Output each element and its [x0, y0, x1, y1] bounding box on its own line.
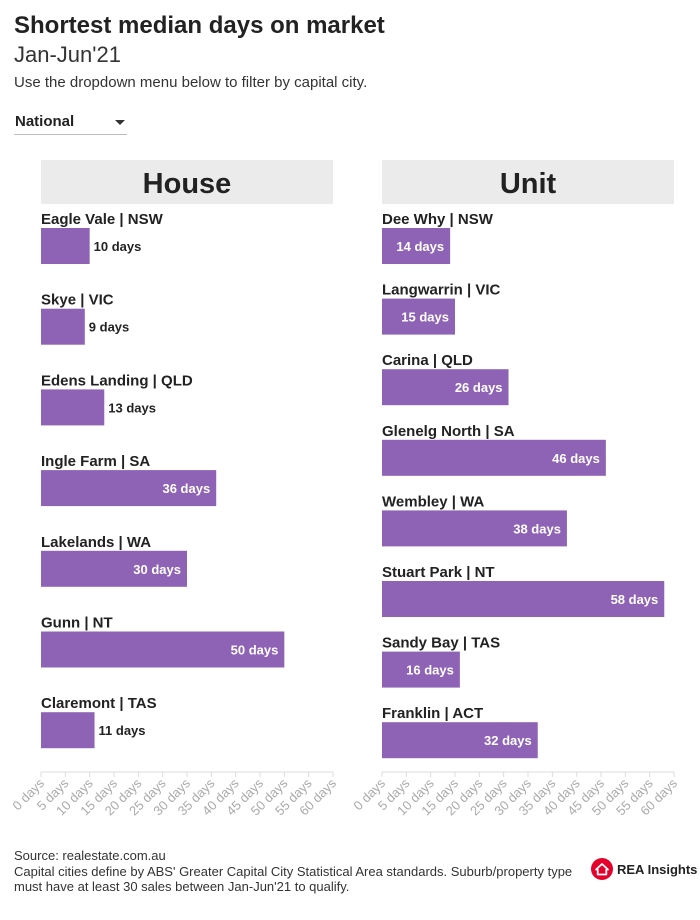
- logo-text: REA Insights: [617, 861, 698, 877]
- house-bar: [41, 631, 285, 668]
- house-value-label: 9 days: [89, 320, 129, 335]
- house-category-label: Ingle Farm | SA: [41, 453, 150, 470]
- house-category-label: Skye | VIC: [41, 292, 114, 309]
- house-value-label: 10 days: [94, 239, 142, 254]
- unit-category-label: Glenelg North | SA: [382, 423, 515, 440]
- unit-bar: [382, 510, 567, 547]
- unit-bar: [382, 651, 460, 688]
- footer: Source: realestate.com.au Capital cities…: [14, 848, 594, 895]
- methodology-note: Capital cities define by ABS' Greater Ca…: [14, 863, 573, 895]
- unit-category-label: Langwarrin | VIC: [382, 282, 501, 299]
- unit-value-label: 15 days: [401, 310, 449, 325]
- unit-value-label: 58 days: [611, 592, 659, 607]
- unit-bar: [382, 439, 606, 476]
- unit-panel-header: [382, 160, 674, 204]
- chevron-down-icon: [115, 120, 125, 125]
- house-value-label: 50 days: [231, 643, 279, 658]
- rea-insights-logo: REA Insights: [591, 856, 697, 882]
- unit-bar: [382, 581, 665, 617]
- house-bar: [41, 228, 90, 264]
- unit-category-label: Dee Why | NSW: [382, 211, 494, 228]
- house-value-label: 30 days: [133, 562, 181, 577]
- house-category-label: Lakelands | WA: [41, 534, 151, 551]
- unit-bar: [382, 722, 538, 759]
- house-panel-header: [41, 160, 333, 204]
- unit-value-label: 16 days: [406, 663, 454, 678]
- house-value-label: 11 days: [99, 723, 146, 738]
- chart-title: Shortest median days on market: [14, 12, 385, 39]
- chart-description: Use the dropdown menu below to filter by…: [14, 74, 368, 91]
- dropdown-selected-value: National: [15, 113, 75, 130]
- unit-value-label: 14 days: [396, 239, 444, 254]
- source-note: Source: realestate.com.au: [14, 848, 166, 863]
- unit-bar: [382, 298, 455, 335]
- house-value-label: 13 days: [108, 400, 156, 415]
- unit-category-label: Stuart Park | NT: [382, 564, 495, 581]
- house-category-label: Eagle Vale | NSW: [41, 211, 164, 228]
- unit-bar: [382, 369, 509, 406]
- chart-subtitle: Jan-Jun'21: [14, 42, 121, 67]
- charts-area: House Eagle Vale | NSW 10 days Skye | VIC 9 …: [9, 160, 680, 818]
- house-bar: [41, 308, 85, 345]
- house-category-label: Claremont | TAS: [41, 695, 157, 712]
- unit-category-label: Wembley | WA: [382, 493, 484, 510]
- unit-category-label: Sandy Bay | TAS: [382, 635, 500, 652]
- house-category-label: Edens Landing | QLD: [41, 372, 193, 389]
- house-category-label: Gunn | NT: [41, 615, 113, 632]
- unit-value-label: 46 days: [552, 451, 600, 466]
- house-icon: [591, 858, 613, 880]
- house-bar: [41, 550, 187, 587]
- house-panel-title: House: [143, 168, 232, 200]
- house-bar: [41, 712, 95, 749]
- unit-bar: [382, 228, 451, 264]
- unit-category-label: Carina | QLD: [382, 352, 473, 369]
- unit-panel-title: Unit: [500, 168, 557, 200]
- unit-value-label: 26 days: [455, 380, 503, 395]
- house-bar: [41, 470, 217, 507]
- unit-value-label: 38 days: [513, 521, 561, 536]
- capital-city-dropdown[interactable]: National: [14, 108, 127, 135]
- house-value-label: 36 days: [162, 481, 210, 496]
- house-bar: [41, 389, 105, 426]
- unit-category-label: Franklin | ACT: [382, 705, 483, 722]
- unit-value-label: 32 days: [484, 733, 532, 748]
